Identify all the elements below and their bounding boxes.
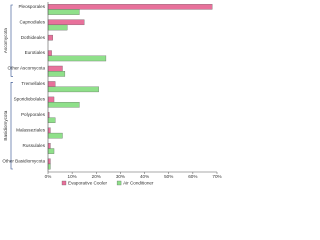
group-bracket xyxy=(10,81,13,170)
x-tick-label: 50% xyxy=(164,174,173,179)
x-tick-label: 40% xyxy=(140,174,149,179)
bar xyxy=(47,34,53,41)
y-tick-label: Pleosporales xyxy=(18,4,45,9)
bar xyxy=(47,143,51,149)
bar xyxy=(47,9,80,15)
chart: 0% 10% 20% 30% 40% 50% 60% 70% Pleosporales Capno… xyxy=(2,2,222,186)
bar xyxy=(47,101,80,108)
bar xyxy=(47,50,52,56)
bar xyxy=(47,4,213,10)
group-label: Basidiomycota xyxy=(3,110,8,140)
bar xyxy=(47,86,99,93)
group-label: Ascomycota xyxy=(3,28,8,53)
y-tick-label: Russulales xyxy=(23,143,46,148)
bar xyxy=(47,81,56,87)
x-tick-label: 60% xyxy=(188,174,197,179)
x-tick-label: 70% xyxy=(212,174,221,179)
x-tick-label: 30% xyxy=(116,174,125,179)
bar xyxy=(47,55,107,62)
bar xyxy=(47,117,56,124)
bar xyxy=(47,96,55,103)
bar xyxy=(47,158,51,165)
y-tick-label: Other Basidiomycota xyxy=(2,158,45,163)
bar xyxy=(47,65,63,72)
y-tick-label: Eurotiales xyxy=(25,50,46,55)
y-tick-label: Polyporales xyxy=(21,112,46,117)
x-tick-label: 0% xyxy=(45,174,52,179)
x-tick-label: 10% xyxy=(68,174,77,179)
bar xyxy=(47,71,66,77)
bar xyxy=(47,24,68,31)
group-bracket xyxy=(10,4,13,77)
bar xyxy=(47,127,51,134)
x-tick-label: 20% xyxy=(92,174,101,179)
y-tick-label: Other Ascomycota xyxy=(7,66,45,71)
bar xyxy=(47,132,63,139)
y-tick-label: Malasseziales xyxy=(16,127,46,132)
y-tick-label: Tremellales xyxy=(21,81,45,86)
bar xyxy=(47,163,51,170)
legend-label: Evaporative Cooler xyxy=(68,180,108,185)
bar xyxy=(47,19,85,26)
y-tick-label: Capnodiales xyxy=(19,19,45,24)
legend-swatch xyxy=(116,180,122,186)
y-tick-label: Sporidiobolales xyxy=(14,97,46,102)
y-tick-label: Dothideales xyxy=(21,35,46,40)
legend-label: Air Conditioner xyxy=(123,180,154,185)
bar xyxy=(47,148,55,154)
legend-swatch xyxy=(61,180,67,186)
